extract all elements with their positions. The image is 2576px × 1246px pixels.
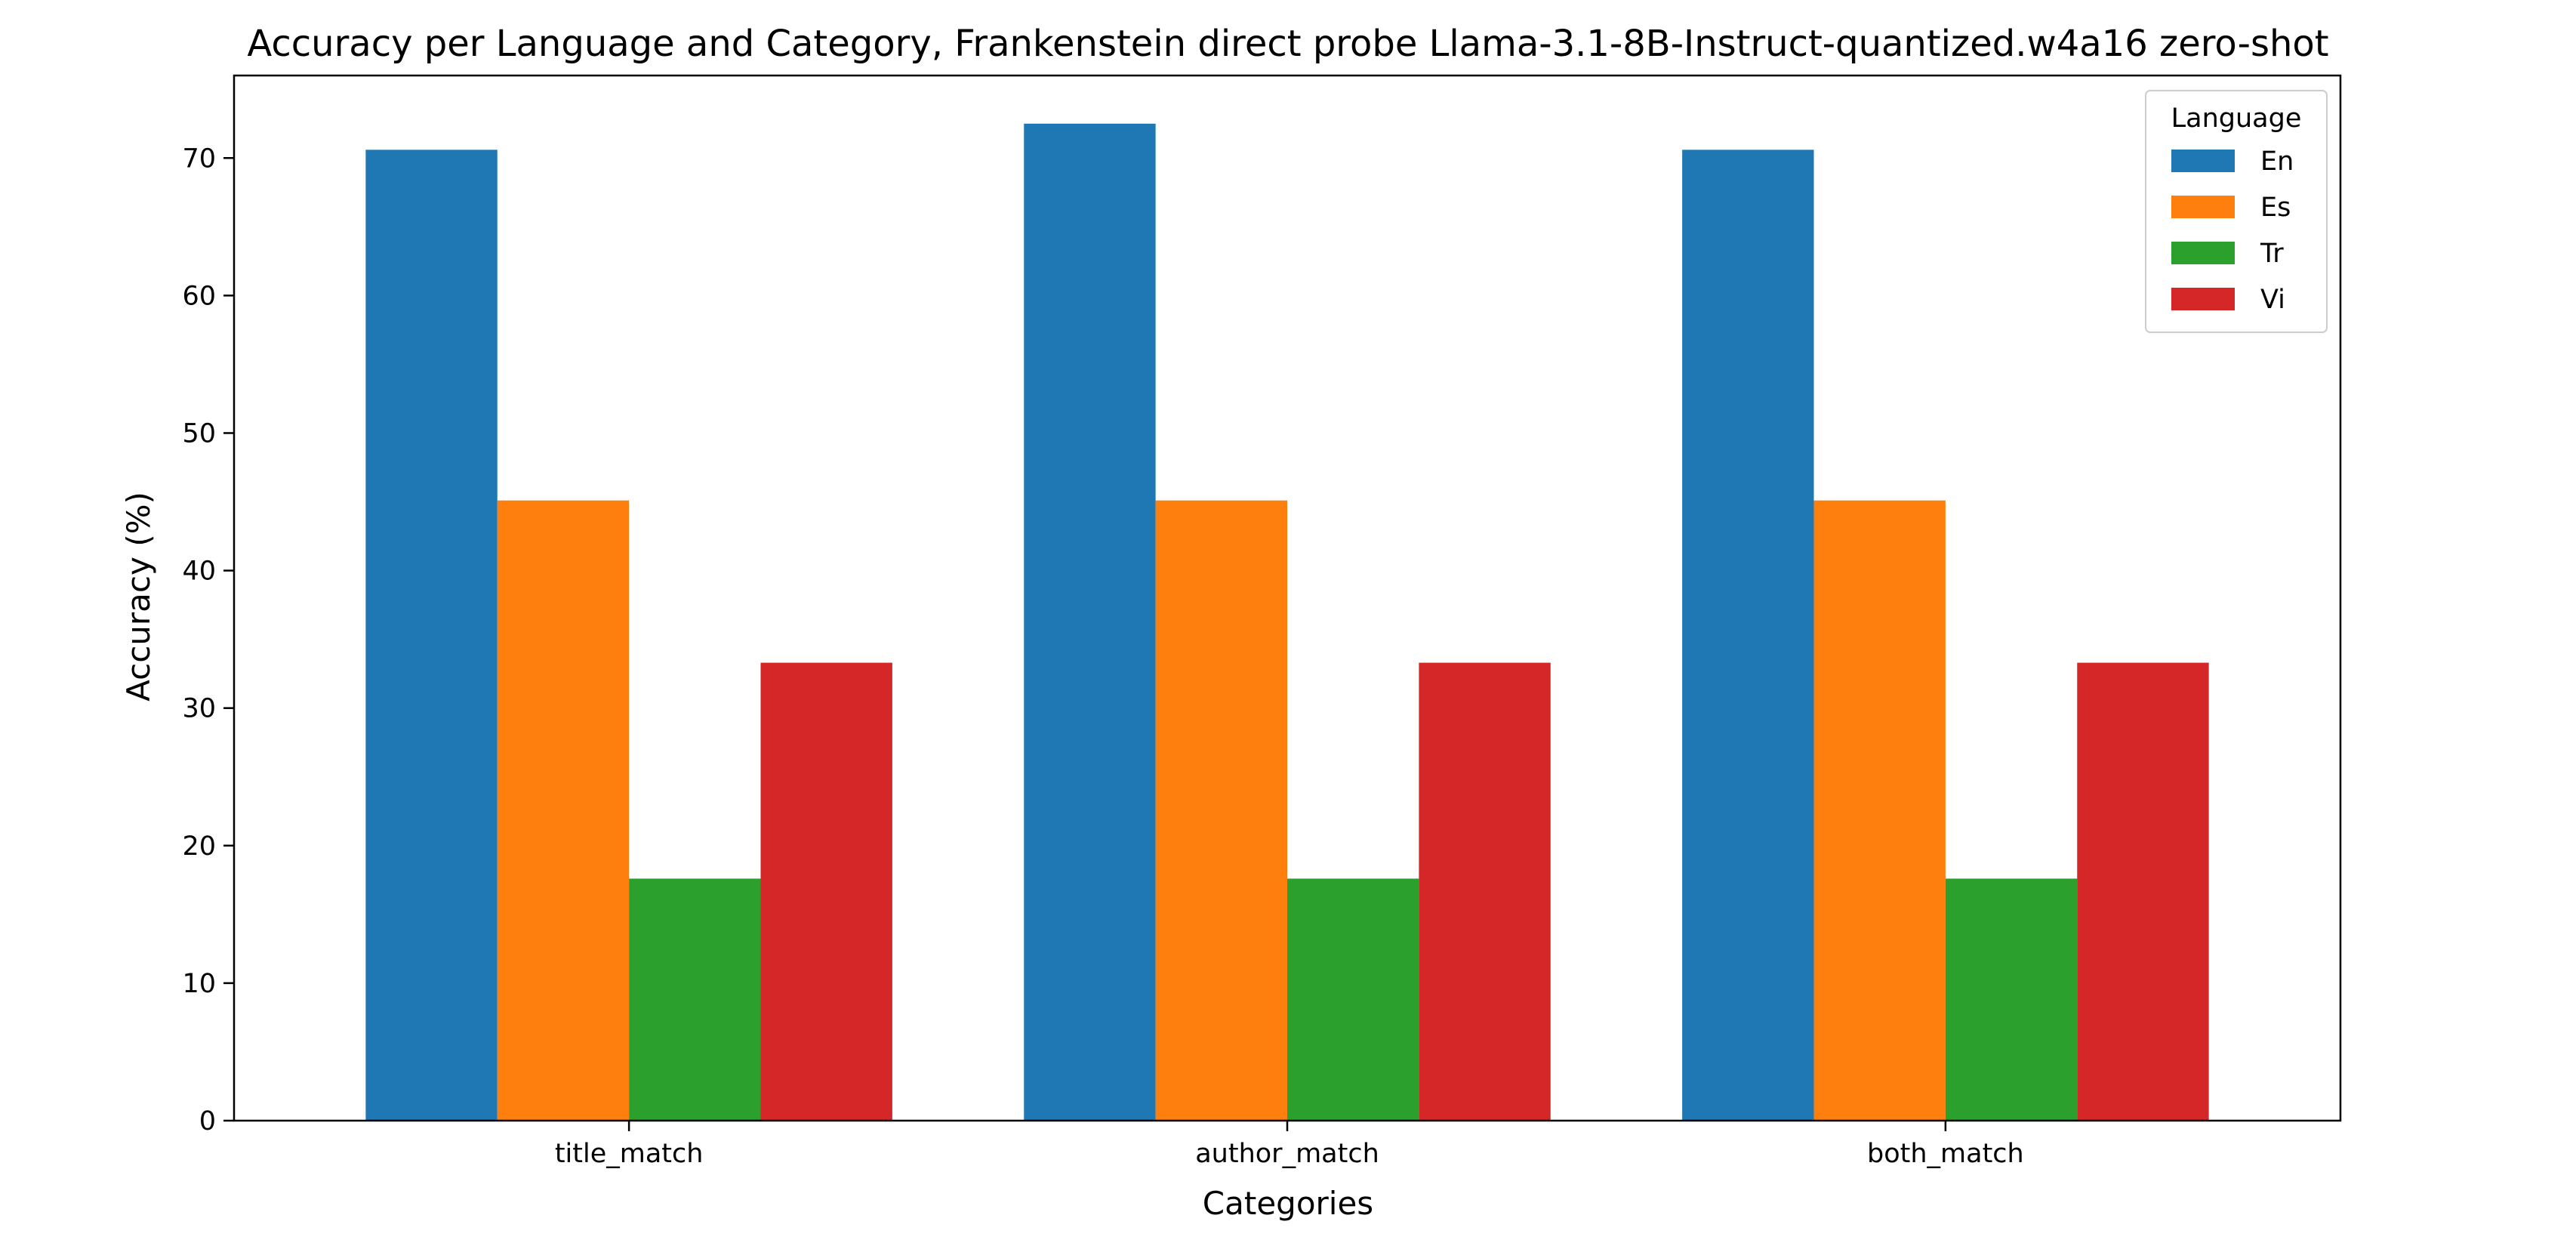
y-axis-label: Accuracy (%)	[120, 492, 157, 702]
bar-vi-title-match	[760, 662, 892, 1121]
x-tick-label: title_match	[555, 1139, 704, 1169]
bar-vi-author-match	[1419, 662, 1551, 1121]
legend-swatch-vi	[2171, 288, 2235, 310]
y-tick-label: 60	[182, 281, 216, 311]
bar-tr-author-match	[1287, 878, 1419, 1121]
legend-swatch-es	[2171, 196, 2235, 218]
y-tick-label: 50	[182, 418, 216, 449]
legend-swatch-tr	[2171, 242, 2235, 264]
bar-es-both-match	[1813, 500, 1946, 1121]
x-axis-label: Categories	[1203, 1185, 1373, 1222]
x-tick-label: author_match	[1195, 1139, 1379, 1169]
bar-es-title-match	[497, 500, 630, 1121]
x-tick-label: both_match	[1867, 1139, 2024, 1169]
legend-swatch-en	[2171, 150, 2235, 172]
bar-tr-title-match	[629, 878, 761, 1121]
y-tick-label: 30	[182, 694, 216, 724]
bar-es-author-match	[1155, 500, 1287, 1121]
legend-label-vi: Vi	[2260, 285, 2285, 315]
bar-en-both-match	[1682, 150, 1814, 1121]
y-tick-label: 20	[182, 831, 216, 862]
bar-tr-both-match	[1945, 878, 2078, 1121]
legend: Language En Es Tr Vi	[2145, 90, 2328, 333]
bar-en-title-match	[365, 150, 498, 1121]
chart-title: Accuracy per Language and Category, Fran…	[247, 23, 2328, 65]
y-tick-label: 0	[199, 1106, 216, 1137]
bar-en-author-match	[1024, 123, 1156, 1121]
legend-title: Language	[2171, 103, 2302, 134]
y-tick-label: 40	[182, 557, 216, 587]
axes-layer: 0 10 20 30 40 50 60 70 title_match author_match bo…	[182, 74, 2342, 1169]
y-tick-label: 70	[182, 143, 216, 174]
bar-vi-both-match	[2077, 662, 2209, 1121]
legend-label-en: En	[2260, 146, 2294, 177]
bars-layer	[365, 123, 2209, 1121]
y-tick-label: 10	[182, 969, 216, 999]
legend-label-tr: Tr	[2260, 239, 2284, 269]
legend-label-es: Es	[2260, 193, 2291, 223]
